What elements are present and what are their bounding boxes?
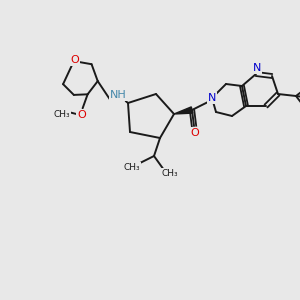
Text: N: N	[208, 93, 216, 103]
Text: CH₃: CH₃	[124, 163, 140, 172]
Text: N: N	[253, 63, 261, 73]
Text: NH: NH	[110, 90, 127, 100]
Text: CH₃: CH₃	[53, 110, 70, 119]
Text: CH₃: CH₃	[162, 169, 178, 178]
Text: O: O	[190, 128, 200, 138]
Text: O: O	[70, 55, 79, 65]
Text: O: O	[77, 110, 86, 120]
Polygon shape	[174, 107, 193, 114]
